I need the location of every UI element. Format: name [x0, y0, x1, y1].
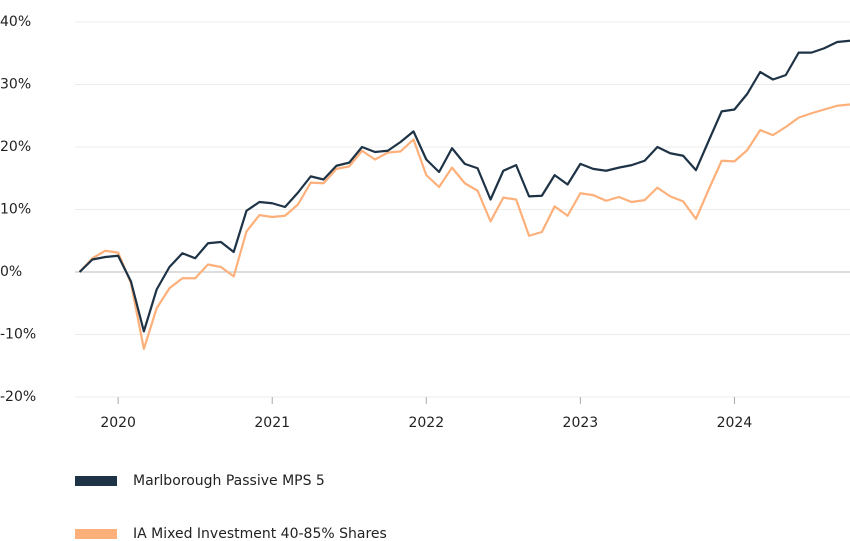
y-tick-label: -20% [0, 389, 36, 405]
x-tick-label: 2022 [408, 415, 444, 431]
y-tick-label: 0% [0, 264, 22, 280]
y-tick-label: 40% [0, 14, 31, 30]
legend-label: IA Mixed Investment 40-85% Shares [133, 526, 387, 541]
y-tick-label: 10% [0, 202, 31, 218]
series-line [78, 39, 850, 333]
x-tick-label: 2020 [100, 415, 136, 431]
legend-label: Marlborough Passive MPS 5 [133, 473, 325, 489]
y-tick-label: 30% [0, 77, 31, 93]
x-tick-label: 2024 [717, 415, 753, 431]
y-tick-label: -10% [0, 327, 36, 343]
series-line [78, 103, 850, 350]
x-tick-label: 2023 [563, 415, 599, 431]
y-tick-label: 20% [0, 139, 31, 155]
legend-swatch [75, 529, 117, 539]
x-tick-label: 2021 [254, 415, 290, 431]
legend-swatch [75, 476, 117, 486]
